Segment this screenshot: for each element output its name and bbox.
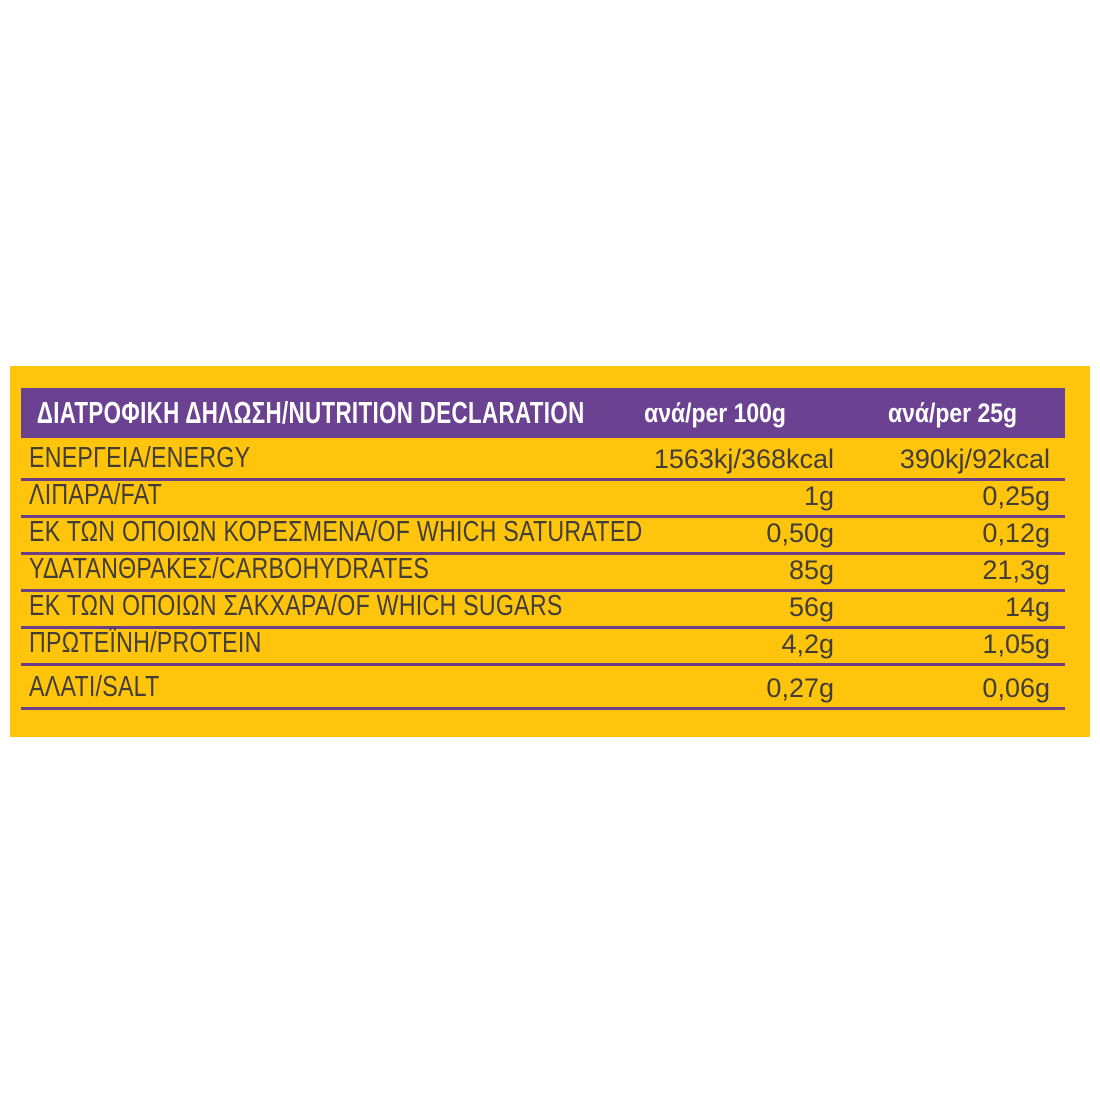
row-label: ΠΡΩΤΕΪΝΗ/PROTEIN: [29, 627, 262, 659]
table-row-salt: ΑΛΑΤΙ/SALT 0,27g 0,06g: [21, 666, 1065, 710]
row-label: ΕΚ ΤΩΝ ΟΠΟΙΩΝ ΣΑΚΧΑΡΑ/OF WHICH SUGARS: [29, 590, 563, 622]
row-label: ΛΙΠΑΡΑ/FAT: [29, 479, 163, 511]
row-value-per-25g: 0,12g: [982, 518, 1050, 548]
table-row-protein: ΠΡΩΤΕΪΝΗ/PROTEIN 4,2g 1,05g: [21, 629, 1065, 666]
row-value-per-25g: 14g: [1004, 592, 1050, 622]
table-row-fat: ΛΙΠΑΡΑ/FAT 1g 0,25g: [21, 481, 1065, 518]
table-row-sugars: ΕΚ ΤΩΝ ΟΠΟΙΩΝ ΣΑΚΧΑΡΑ/OF WHICH SUGARS 56…: [21, 592, 1065, 629]
row-label: ΑΛΑΤΙ/SALT: [29, 671, 160, 703]
row-value-per-25g: 390kj/92kcal: [899, 444, 1050, 474]
row-value-per-100g: 1g: [803, 481, 834, 511]
row-label: ΕΚ ΤΩΝ ΟΠΟΙΩΝ ΚΟΡΕΣΜΕΝΑ/OF WHICH SATURAT…: [29, 516, 643, 548]
table-row-energy: ΕΝΕΡΓΕΙΑ/ENERGY 1563kj/368kcal 390kj/92k…: [21, 438, 1065, 481]
row-value-per-25g: 0,25g: [982, 481, 1050, 511]
nutrition-rows: ΕΝΕΡΓΕΙΑ/ENERGY 1563kj/368kcal 390kj/92k…: [21, 438, 1065, 710]
row-value-per-25g: 1,05g: [982, 629, 1050, 659]
nutrition-panel: ΔΙΑΤΡΟΦΙΚΗ ΔΗΛΩΣΗ/NUTRITION DECLARATION …: [10, 366, 1090, 737]
row-value-per-100g: 85g: [788, 555, 834, 585]
row-label: ΕΝΕΡΓΕΙΑ/ENERGY: [29, 442, 251, 474]
column-header-per-25g: ανά/per 25g: [887, 397, 1017, 428]
nutrition-header-title: ΔΙΑΤΡΟΦΙΚΗ ΔΗΛΩΣΗ/NUTRITION DECLARATION: [36, 395, 585, 430]
column-header-per-100g: ανά/per 100g: [644, 397, 786, 428]
row-value-per-25g: 21,3g: [982, 555, 1050, 585]
row-value-per-25g: 0,06g: [982, 673, 1050, 703]
row-value-per-100g: 0,50g: [766, 518, 834, 548]
table-row-carbohydrates: ΥΔΑΤΑΝΘΡΑΚΕΣ/CARBOHYDRATES 85g 21,3g: [21, 555, 1065, 592]
row-label: ΥΔΑΤΑΝΘΡΑΚΕΣ/CARBOHYDRATES: [29, 553, 430, 585]
row-value-per-100g: 56g: [788, 592, 834, 622]
nutrition-header-bar: ΔΙΑΤΡΟΦΙΚΗ ΔΗΛΩΣΗ/NUTRITION DECLARATION …: [21, 388, 1065, 438]
row-value-per-100g: 1563kj/368kcal: [653, 444, 834, 474]
row-value-per-100g: 0,27g: [766, 673, 834, 703]
table-row-saturated: ΕΚ ΤΩΝ ΟΠΟΙΩΝ ΚΟΡΕΣΜΕΝΑ/OF WHICH SATURAT…: [21, 518, 1065, 555]
row-value-per-100g: 4,2g: [781, 629, 834, 659]
